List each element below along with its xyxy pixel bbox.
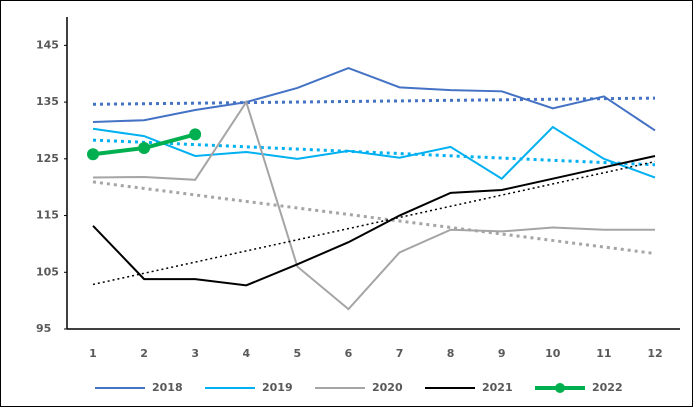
series-line xyxy=(92,155,656,287)
legend-label: 2019 xyxy=(262,381,293,394)
x-tick-label: 8 xyxy=(447,347,455,360)
x-tick-label: 1 xyxy=(89,347,97,360)
legend-label: 2020 xyxy=(372,381,403,394)
series-line xyxy=(92,66,656,132)
legend-label: 2022 xyxy=(592,381,623,394)
x-tick-label: 9 xyxy=(498,347,506,360)
x-tick-label: 12 xyxy=(647,347,662,360)
y-tick-label: 115 xyxy=(36,209,59,222)
trendline xyxy=(92,138,656,167)
y-tick-label: 125 xyxy=(36,152,59,165)
series-line xyxy=(92,99,655,311)
x-tick-label: 11 xyxy=(596,347,611,360)
x-tick-label: 5 xyxy=(294,347,302,360)
x-tick-label: 2 xyxy=(140,347,148,360)
series-line xyxy=(92,125,656,180)
x-tick-label: 7 xyxy=(396,347,404,360)
y-tick-label: 135 xyxy=(36,95,59,108)
y-tick-label: 95 xyxy=(36,322,51,335)
trendline xyxy=(92,160,656,286)
legend-label: 2021 xyxy=(482,381,513,394)
point xyxy=(138,142,151,155)
legend-label: 2018 xyxy=(152,381,183,394)
legend-marker xyxy=(555,383,565,393)
x-tick-label: 3 xyxy=(191,347,199,360)
trendline xyxy=(92,96,656,106)
point xyxy=(189,128,202,141)
y-tick-label: 145 xyxy=(36,38,59,51)
y-tick-label: 105 xyxy=(36,265,59,278)
x-tick-label: 4 xyxy=(242,347,250,360)
x-tick-label: 10 xyxy=(545,347,561,360)
x-tick-label: 6 xyxy=(345,347,353,360)
point xyxy=(87,148,99,161)
